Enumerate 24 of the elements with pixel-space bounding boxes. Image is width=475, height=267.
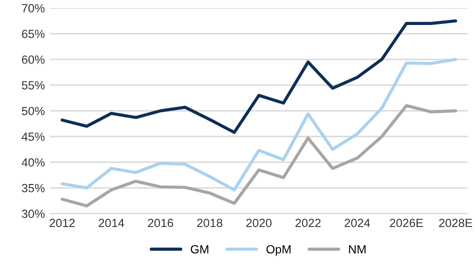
y-tick-label: 55%: [22, 81, 45, 90]
y-tick-label: 45%: [22, 132, 45, 141]
y-tick-label: 35%: [22, 184, 45, 192]
y-tick-label: 65%: [22, 30, 45, 38]
x-tick-label: 2016: [148, 218, 174, 228]
x-tick-label: 2012: [50, 218, 75, 228]
x-tick-label: 2020: [246, 218, 272, 228]
y-tick-label: 30%: [22, 210, 45, 218]
x-tick-label: 2028E: [439, 218, 472, 228]
line-series: [60, 58, 458, 192]
line-series: [60, 19, 458, 134]
legend-label: GM: [190, 245, 208, 254]
x-tick-label: 2026E: [390, 218, 423, 228]
y-tick-label: 60%: [22, 55, 45, 64]
y-tick-label: 40%: [22, 158, 45, 167]
legend-label: NM: [349, 245, 366, 254]
x-tick-label: 2018: [197, 218, 222, 228]
x-tick-label: 2014: [98, 218, 124, 228]
legend-label: OpM: [266, 245, 291, 256]
line-series: [60, 104, 458, 208]
x-tick-label: 2024: [344, 218, 370, 228]
y-tick-label: 70%: [22, 4, 45, 12]
y-tick-label: 50%: [22, 106, 45, 116]
x-tick-label: 2022: [296, 218, 321, 228]
